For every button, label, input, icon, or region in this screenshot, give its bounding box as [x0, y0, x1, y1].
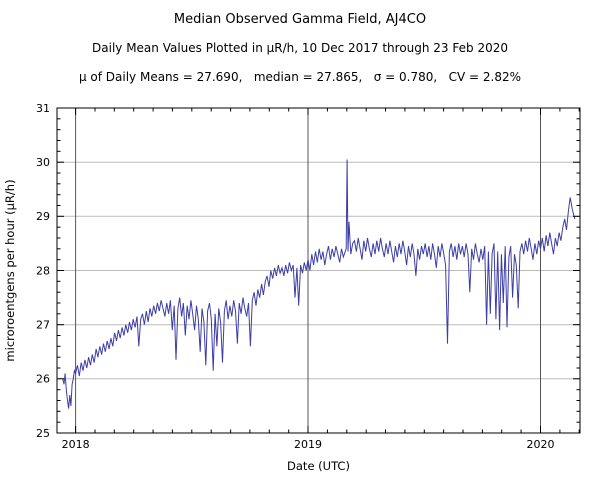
y-tick-label: 27 [36, 319, 50, 332]
x-axis-title: Date (UTC) [287, 459, 350, 473]
chart-header: Median Observed Gamma Field, AJ4CO Daily… [0, 0, 600, 84]
x-tick-label: 2019 [294, 438, 322, 451]
chart-stats-line: μ of Daily Means = 27.690, median = 27.8… [78, 70, 522, 84]
y-tick-label: 26 [36, 373, 50, 386]
y-tick-label: 25 [36, 427, 50, 440]
y-tick-label: 29 [36, 210, 50, 223]
y-tick-label: 30 [36, 156, 50, 169]
chart-subtitle: Daily Mean Values Plotted in μR/h, 10 De… [92, 41, 508, 55]
chart-svg: 25 26 27 28 29 30 31 2018 2019 2020 Date (UTC) micr… [3, 102, 581, 473]
y-tick-label: 28 [36, 264, 50, 277]
y-axis-title: microroentgens per hour (μR/h) [3, 179, 17, 361]
y-tick-label: 31 [36, 102, 50, 115]
chart-title: Median Observed Gamma Field, AJ4CO [173, 12, 427, 27]
data-series-line [62, 159, 576, 409]
x-tick-label: 2018 [62, 438, 90, 451]
x-tick-label: 2020 [527, 438, 555, 451]
